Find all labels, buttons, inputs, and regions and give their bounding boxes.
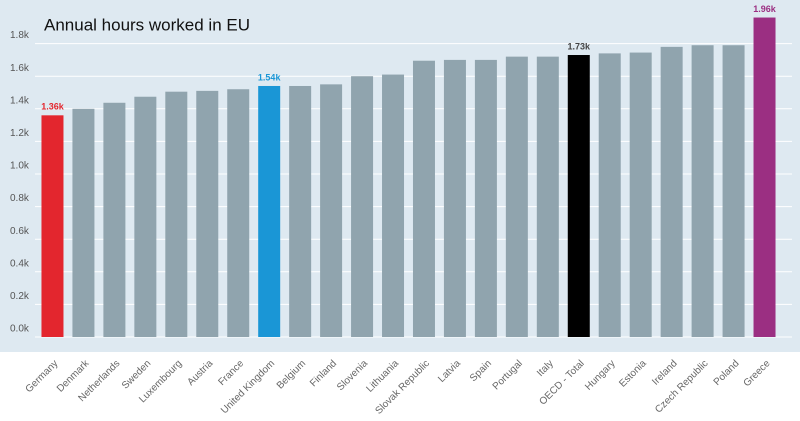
bar: [382, 74, 405, 337]
bar: [196, 90, 219, 338]
bar: [567, 55, 590, 337]
x-tick-label: Poland: [712, 358, 742, 388]
bar: [629, 52, 652, 337]
x-tick-label: Portugal: [491, 358, 525, 392]
y-tick-label: 1.8k: [10, 30, 30, 41]
bar: [412, 60, 435, 338]
bar: [258, 85, 281, 337]
bar: [134, 96, 157, 337]
x-tick-label: Spain: [468, 358, 494, 384]
x-tick-label: Belgium: [275, 358, 308, 391]
bar: [691, 45, 714, 337]
bar: [351, 76, 374, 337]
x-tick-label: Finland: [308, 358, 339, 389]
x-tick-label: United Kingdom: [219, 358, 277, 416]
bar: [753, 17, 776, 338]
bar: [536, 56, 559, 337]
bar: [320, 84, 343, 337]
bar: [165, 91, 188, 337]
value-label: 1.73k: [568, 41, 592, 51]
bar: [660, 46, 683, 338]
y-tick-label: 1.2k: [10, 128, 30, 139]
bar: [227, 89, 250, 338]
y-tick-label: 0.4k: [10, 258, 30, 269]
x-tick-label: Greece: [742, 358, 773, 389]
y-tick-label: 1.0k: [10, 161, 30, 172]
x-tick-label: Slovak Republic: [373, 358, 431, 416]
x-tick-label: Latvia: [436, 358, 463, 385]
bar: [443, 59, 466, 338]
bar: [41, 115, 64, 337]
bar: [103, 102, 126, 337]
y-tick-label: 0.0k: [10, 324, 30, 335]
x-tick-label: Germany: [24, 358, 61, 395]
bar: [598, 53, 621, 337]
bar: [72, 108, 95, 337]
y-tick-label: 1.4k: [10, 95, 30, 106]
y-tick-label: 0.6k: [10, 226, 30, 237]
value-label: 1.96k: [753, 4, 777, 14]
bar: [474, 59, 497, 338]
bar: [722, 45, 745, 337]
x-tick-label: Estonia: [617, 358, 649, 390]
x-tick-label: Ireland: [650, 358, 679, 387]
x-tick-label: Hungary: [583, 358, 618, 393]
value-label: 1.36k: [41, 102, 65, 112]
bar: [505, 56, 528, 337]
x-tick-label: Austria: [185, 358, 215, 388]
x-tick-label: Italy: [535, 358, 556, 379]
y-tick-label: 0.2k: [10, 291, 30, 302]
y-tick-label: 1.6k: [10, 63, 30, 74]
bar: [289, 85, 312, 337]
y-tick-label: 0.8k: [10, 193, 30, 204]
value-label: 1.54k: [258, 72, 282, 82]
chart-title: Annual hours worked in EU: [44, 15, 250, 34]
x-tick-label: France: [216, 358, 246, 388]
